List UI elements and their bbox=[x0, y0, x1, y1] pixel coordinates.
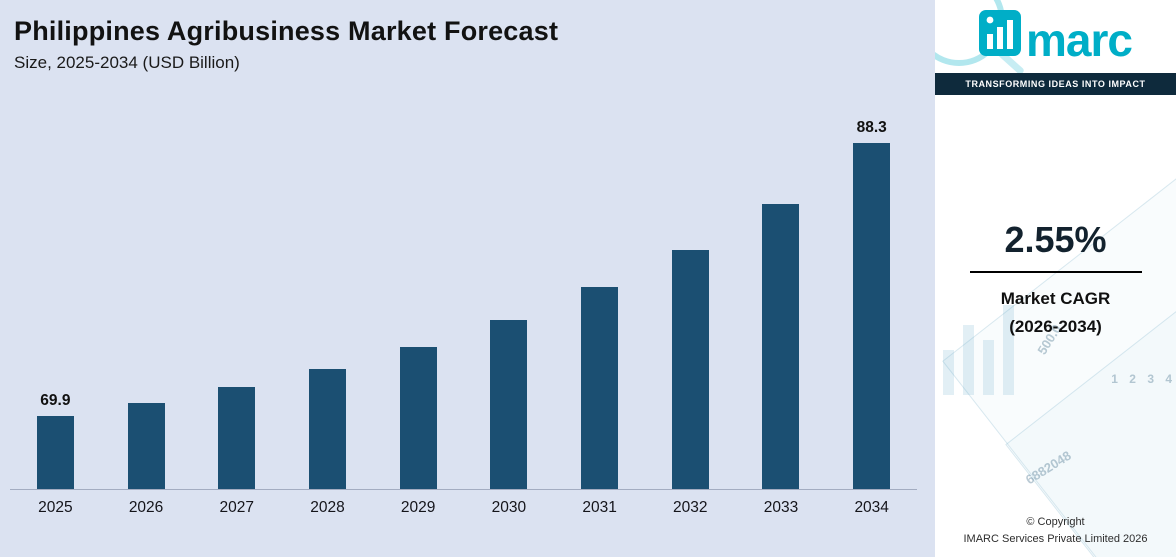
x-axis-label: 2025 bbox=[38, 499, 73, 516]
bar bbox=[36, 416, 74, 489]
bar bbox=[853, 143, 891, 489]
bar-column: 88.3 bbox=[826, 118, 917, 489]
copyright-line1: © Copyright bbox=[1026, 516, 1085, 528]
x-axis-label: 2034 bbox=[854, 499, 889, 516]
x-axis-label: 2028 bbox=[310, 499, 345, 516]
bar-column bbox=[736, 118, 827, 489]
brand-panel: 500.0 1 2 3 4 6882048 marc TRANSFORMING … bbox=[935, 0, 1176, 557]
bar-column bbox=[554, 118, 645, 489]
cagr-value: 2.55% bbox=[1004, 219, 1107, 260]
imarc-logo-icon bbox=[979, 10, 1022, 61]
chart-title: Philippines Agribusiness Market Forecast bbox=[14, 16, 559, 46]
bar-column bbox=[645, 118, 736, 489]
x-axis-label: 2029 bbox=[400, 499, 436, 516]
x-axis-label: 2033 bbox=[763, 499, 799, 516]
cagr-divider bbox=[969, 271, 1142, 273]
bar bbox=[218, 386, 256, 489]
plot-area: 69.9 88.3 bbox=[10, 118, 917, 490]
brand-tagline: TRANSFORMING IDEAS INTO IMPACT bbox=[935, 73, 1176, 95]
copyright: © Copyright IMARC Services Private Limit… bbox=[935, 514, 1176, 547]
cagr-label: Market CAGR bbox=[1000, 289, 1111, 308]
bar bbox=[671, 250, 709, 489]
bar bbox=[490, 319, 528, 489]
bar bbox=[762, 204, 800, 489]
watermark-number: 6882048 bbox=[1022, 447, 1074, 488]
cagr-block: 2.55% Market CAGR (2026-2034) bbox=[969, 219, 1142, 341]
bar-column: 69.9 bbox=[10, 118, 101, 489]
bar-value-label: 88.3 bbox=[856, 119, 887, 137]
bar-column bbox=[101, 118, 192, 489]
bar bbox=[399, 346, 437, 489]
x-axis-label: 2027 bbox=[219, 499, 254, 516]
bar-value-label: 69.9 bbox=[40, 392, 71, 410]
cagr-period: (2026-2034) bbox=[1009, 317, 1102, 337]
x-axis-label: 2030 bbox=[491, 499, 527, 516]
bar-column bbox=[373, 118, 464, 489]
bar-column bbox=[191, 118, 282, 489]
bar-chart: 69.9 88.3 2025 2026 2027 2028 2029 2030 2031 203… bbox=[10, 118, 917, 517]
bar bbox=[308, 368, 346, 489]
logo-wordmark: marc bbox=[1026, 13, 1133, 66]
watermark-number: 1 2 3 4 bbox=[1111, 372, 1176, 386]
x-axis-label: 2026 bbox=[128, 499, 164, 516]
x-axis-label: 2031 bbox=[582, 499, 617, 516]
x-axis: 2025 2026 2027 2028 2029 2030 2031 2032 2033 2034 bbox=[10, 499, 917, 517]
imarc-logo: marc bbox=[979, 10, 1133, 66]
chart-panel: Philippines Agribusiness Market Forecast… bbox=[0, 0, 935, 557]
bar-column bbox=[282, 118, 373, 489]
copyright-line2: IMARC Services Private Limited 2026 bbox=[963, 532, 1148, 545]
bar-column bbox=[464, 118, 555, 489]
x-axis-label: 2032 bbox=[673, 499, 708, 516]
chart-subtitle: Size, 2025-2034 (USD Billion) bbox=[14, 53, 240, 72]
bar bbox=[127, 402, 165, 489]
bar bbox=[581, 287, 619, 489]
